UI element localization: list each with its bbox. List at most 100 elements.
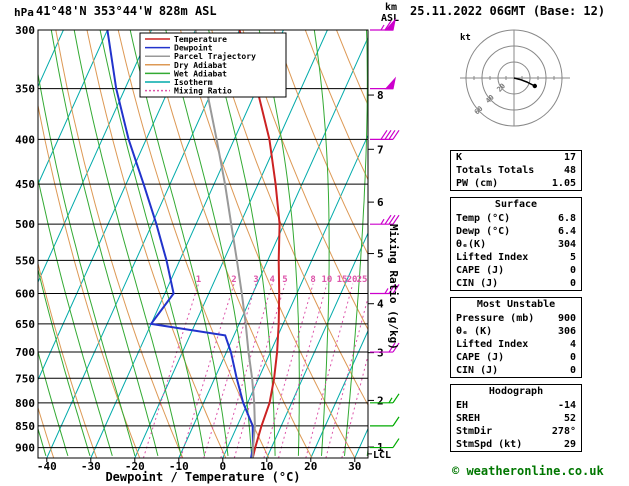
wind-barb xyxy=(370,130,400,140)
svg-text:20: 20 xyxy=(347,275,358,285)
hodograph-unit-label: kt xyxy=(460,33,471,43)
hodograph-marker xyxy=(532,83,537,89)
svg-text:4: 4 xyxy=(269,275,275,285)
table-row: θₑ (K) 306 xyxy=(451,325,581,338)
row-value: 48 xyxy=(563,165,576,176)
svg-text:550: 550 xyxy=(15,254,35,267)
row-label: StmDir xyxy=(456,426,493,437)
hodograph-rings xyxy=(465,29,563,127)
row-value: 6.4 xyxy=(557,226,576,237)
temperature-axis-labels: -40 -30 -20 -10 0 10 20 30 xyxy=(37,458,361,473)
table-row: SREH 52 xyxy=(451,412,581,425)
row-value: 52 xyxy=(563,413,576,424)
most-unstable-indices-table: Most Unstable Pressure (mb) 900 θₑ (K) 3… xyxy=(450,297,582,378)
svg-text:800: 800 xyxy=(15,397,35,410)
svg-text:Dewpoint: Dewpoint xyxy=(174,43,213,53)
svg-text:700: 700 xyxy=(15,346,35,359)
svg-text:Mixing Ratio: Mixing Ratio xyxy=(174,86,232,96)
svg-text:3: 3 xyxy=(253,275,258,285)
mixing-ratio-labels: 1 2 3 4 5 8 10 15 20 25 xyxy=(196,275,368,285)
row-label: StmSpd (kt) xyxy=(456,439,523,450)
svg-text:2: 2 xyxy=(377,394,384,407)
svg-text:6: 6 xyxy=(377,196,384,209)
row-label: Lifted Index xyxy=(456,252,529,263)
svg-text:-10: -10 xyxy=(169,460,189,473)
row-value: 304 xyxy=(557,239,576,250)
indices-summary-table: K 17 Totals Totals 48 PW (cm) 1.05 xyxy=(450,150,582,191)
row-value: 29 xyxy=(563,439,576,450)
svg-text:500: 500 xyxy=(15,218,35,231)
svg-text:2: 2 xyxy=(231,275,236,285)
svg-text:0: 0 xyxy=(219,460,226,473)
svg-text:20: 20 xyxy=(304,460,317,473)
table-row: CIN (J) 0 xyxy=(451,364,581,377)
surface-indices-table: Surface Temp (°C) 6.8 Dewp (°C) 6.4 θₑ(K… xyxy=(450,197,582,291)
svg-text:600: 600 xyxy=(15,287,35,300)
svg-text:Isotherm: Isotherm xyxy=(174,78,213,87)
row-label: SREH xyxy=(456,413,481,424)
altitude-axis-unit-km: km xyxy=(385,2,398,13)
svg-text:5: 5 xyxy=(282,275,287,285)
row-label: Dewp (°C) xyxy=(456,226,511,237)
row-value: -14 xyxy=(557,400,576,411)
table-row: θₑ(K) 304 xyxy=(451,238,581,251)
svg-text:25: 25 xyxy=(357,275,368,285)
row-label: CIN (J) xyxy=(456,365,499,376)
page-title: 41°48'N 353°44'W 828m ASL xyxy=(36,4,217,18)
row-value: 0 xyxy=(569,265,576,276)
table-row: Temp (°C) 6.8 xyxy=(451,212,581,225)
table-row: K 17 xyxy=(451,151,581,164)
mixing-ratio-axis-label: Mixing Ratio (g/kg) xyxy=(387,224,400,350)
table-row: StmSpd (kt) 29 xyxy=(451,438,581,451)
row-label: EH xyxy=(456,400,469,411)
svg-text:10: 10 xyxy=(321,275,332,285)
grid-lines xyxy=(38,30,368,458)
altitude-axis-unit-asl: ASL xyxy=(381,13,400,24)
svg-text:1: 1 xyxy=(196,275,201,285)
svg-text:3: 3 xyxy=(377,347,384,360)
hodograph-trace xyxy=(513,77,536,87)
row-label: Lifted Index xyxy=(456,339,529,350)
wind-barb xyxy=(370,76,397,90)
row-label: θₑ (K) xyxy=(456,326,493,337)
row-value: 278° xyxy=(551,426,576,437)
row-value: 0 xyxy=(569,365,576,376)
row-label: Temp (°C) xyxy=(456,213,511,224)
svg-text:Parcel Trajectory: Parcel Trajectory xyxy=(174,51,256,61)
table-row: CAPE (J) 0 xyxy=(451,351,581,364)
row-value: 0 xyxy=(569,278,576,289)
svg-text:400: 400 xyxy=(15,133,35,146)
wind-barbs xyxy=(370,17,400,449)
row-label: CAPE (J) xyxy=(456,265,505,276)
table-row: EH -14 xyxy=(451,399,581,412)
table-header: Surface xyxy=(494,199,538,210)
svg-text:Wet Adiabat: Wet Adiabat xyxy=(174,68,227,78)
row-value: 306 xyxy=(557,326,576,337)
svg-text:4: 4 xyxy=(377,298,384,311)
row-value: 6.8 xyxy=(557,213,576,224)
row-value: 0 xyxy=(569,352,576,363)
svg-text:20: 20 xyxy=(495,82,507,94)
table-row: PW (cm) 1.05 xyxy=(451,177,581,190)
wind-barb xyxy=(370,284,400,295)
svg-text:15: 15 xyxy=(337,275,348,285)
svg-text:750: 750 xyxy=(15,372,35,385)
wind-barb xyxy=(370,342,400,353)
table-row: Lifted Index 5 xyxy=(451,251,581,264)
wind-barb xyxy=(370,438,400,449)
svg-text:LCL: LCL xyxy=(373,450,391,461)
svg-text:8: 8 xyxy=(310,275,315,285)
plot-border xyxy=(37,29,369,459)
svg-text:450: 450 xyxy=(15,178,35,191)
skewt-chart: 1 2 3 4 5 8 10 15 20 2530035040045050055060065070… xyxy=(15,17,400,473)
row-value: 900 xyxy=(557,313,576,324)
svg-text:350: 350 xyxy=(15,83,35,96)
pressure-axis-labels: 300 350 400 450 500 550 600 650 700 750 800 850 900 xyxy=(15,24,35,455)
datetime-label: 25.11.2022 06GMT (Base: 12) xyxy=(410,4,606,18)
row-value: 1.05 xyxy=(551,178,576,189)
row-label: Pressure (mb) xyxy=(456,313,535,324)
row-label: CIN (J) xyxy=(456,278,499,289)
svg-text:Dry Adiabat: Dry Adiabat xyxy=(174,60,227,70)
